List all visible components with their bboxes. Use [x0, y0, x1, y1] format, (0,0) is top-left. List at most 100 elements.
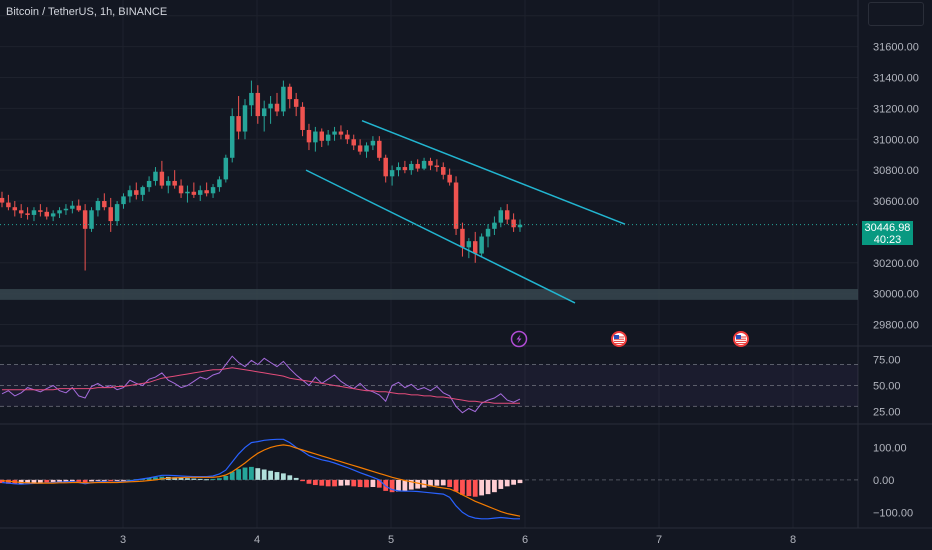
lightning-icon [510, 330, 528, 348]
macd-histogram-bar [146, 477, 152, 480]
macd-histogram-bar [466, 479, 472, 497]
y-tick-label: 30000.00 [873, 289, 919, 301]
macd-histogram-bar [25, 479, 30, 484]
candle-body [389, 170, 395, 177]
candle-body [38, 210, 43, 212]
macd-histogram-bar [18, 479, 24, 484]
macd-histogram-bar [357, 479, 363, 487]
candle-body [191, 191, 197, 195]
candle-body [185, 191, 190, 194]
macd-histogram-bar [69, 479, 75, 482]
macd-histogram-bar [325, 479, 331, 487]
candle-body [89, 210, 94, 229]
candle-body [466, 241, 472, 248]
candle-body [140, 187, 145, 195]
rsi-line [1, 355, 521, 414]
price-axis[interactable]: 31800.0031600.0031400.0031200.0031000.00… [873, 11, 919, 520]
candle-body [504, 210, 510, 220]
candle-body [210, 187, 216, 194]
candle-body [134, 190, 139, 195]
candle-body [198, 190, 203, 195]
macd-histogram-bar [312, 479, 318, 486]
macd-histogram-bar [396, 479, 401, 492]
support-zone-rect [0, 289, 858, 300]
macd-histogram-bar [293, 477, 299, 480]
macd-histogram-bar [210, 478, 216, 480]
macd-histogram-bar [185, 478, 190, 480]
macd-histogram-bar [415, 479, 421, 489]
event-markers[interactable] [510, 330, 750, 348]
y-tick-label: 31200.00 [873, 103, 919, 115]
last-price-value: 30446.98 [864, 222, 911, 234]
macd-histogram-bar [108, 479, 114, 482]
macd-histogram-bar [479, 479, 485, 496]
x-tick-label: 7 [656, 534, 662, 546]
macd-histogram-bar [95, 479, 101, 481]
x-tick-label: 5 [388, 534, 394, 546]
candle-body [428, 160, 433, 166]
time-axis[interactable]: 3 4 5 6 7 8 [120, 534, 796, 546]
macd-histogram-bar [383, 479, 389, 491]
macd-histogram-bar [82, 479, 88, 483]
candle-body [255, 92, 261, 117]
macd-histogram-bar [204, 479, 210, 481]
candle-body [377, 140, 382, 158]
candle-body [178, 185, 184, 194]
candle-body [479, 236, 484, 254]
y-tick-label: 75.00 [873, 354, 901, 366]
y-tick-label: −100.00 [873, 507, 913, 519]
candlestick-series [0, 80, 523, 271]
candle-body [345, 134, 350, 140]
candle-body [338, 131, 344, 135]
axis-settings-box[interactable] [868, 2, 924, 26]
candle-body [18, 210, 24, 214]
candle-body [236, 116, 241, 132]
x-tick-label: 3 [120, 534, 126, 546]
macd-histogram-bar [492, 479, 497, 493]
macd-histogram-bar [338, 479, 344, 486]
candle-body [472, 241, 478, 254]
candle-body [274, 103, 280, 112]
macd-histogram-bar [364, 479, 369, 488]
macd-histogram-bar [191, 478, 197, 480]
candle-body [70, 205, 75, 209]
y-tick-label: 100.00 [873, 442, 907, 454]
candle-body [102, 201, 107, 208]
macd-histogram-bar [485, 479, 491, 495]
y-tick-label: 0.00 [873, 475, 894, 487]
candle-body [217, 179, 222, 188]
y-tick-label: 30600.00 [873, 196, 919, 208]
macd-histogram-bar [217, 478, 222, 480]
y-tick-label: 31600.00 [873, 42, 919, 54]
candle-body [287, 86, 293, 100]
candle-body [31, 210, 37, 215]
macd-histogram-bar [223, 475, 229, 480]
macd-histogram-bar [236, 469, 242, 480]
candle-body [25, 213, 30, 215]
candle-body [249, 92, 254, 106]
x-tick-label: 4 [254, 534, 260, 546]
candle-body [498, 210, 504, 223]
descending-channel[interactable] [305, 120, 626, 304]
macd-histogram-bar [408, 479, 414, 490]
macd-histogram-bar [178, 477, 184, 480]
candle-body [159, 171, 165, 186]
candle-body [204, 190, 209, 194]
macd-histogram-bar [261, 469, 267, 480]
macd-histogram-bar [376, 479, 382, 488]
macd-histogram-bar [255, 468, 261, 480]
candle-body [370, 140, 376, 146]
macd-histogram-bar [351, 479, 357, 487]
macd-histogram-bar [197, 478, 203, 480]
macd-histogram-bar [63, 479, 69, 482]
y-tick-label: 50.00 [873, 380, 901, 392]
symbol-title[interactable]: Bitcoin / TetherUS, 1h, BINANCE [6, 6, 168, 18]
candle-body [229, 116, 235, 158]
macd-histogram-bar [249, 466, 254, 480]
macd-histogram-bar [300, 479, 305, 482]
candle-body [146, 180, 152, 188]
candle-body [357, 145, 363, 152]
candle-body [261, 108, 267, 117]
macd-histogram-bar [306, 479, 312, 484]
